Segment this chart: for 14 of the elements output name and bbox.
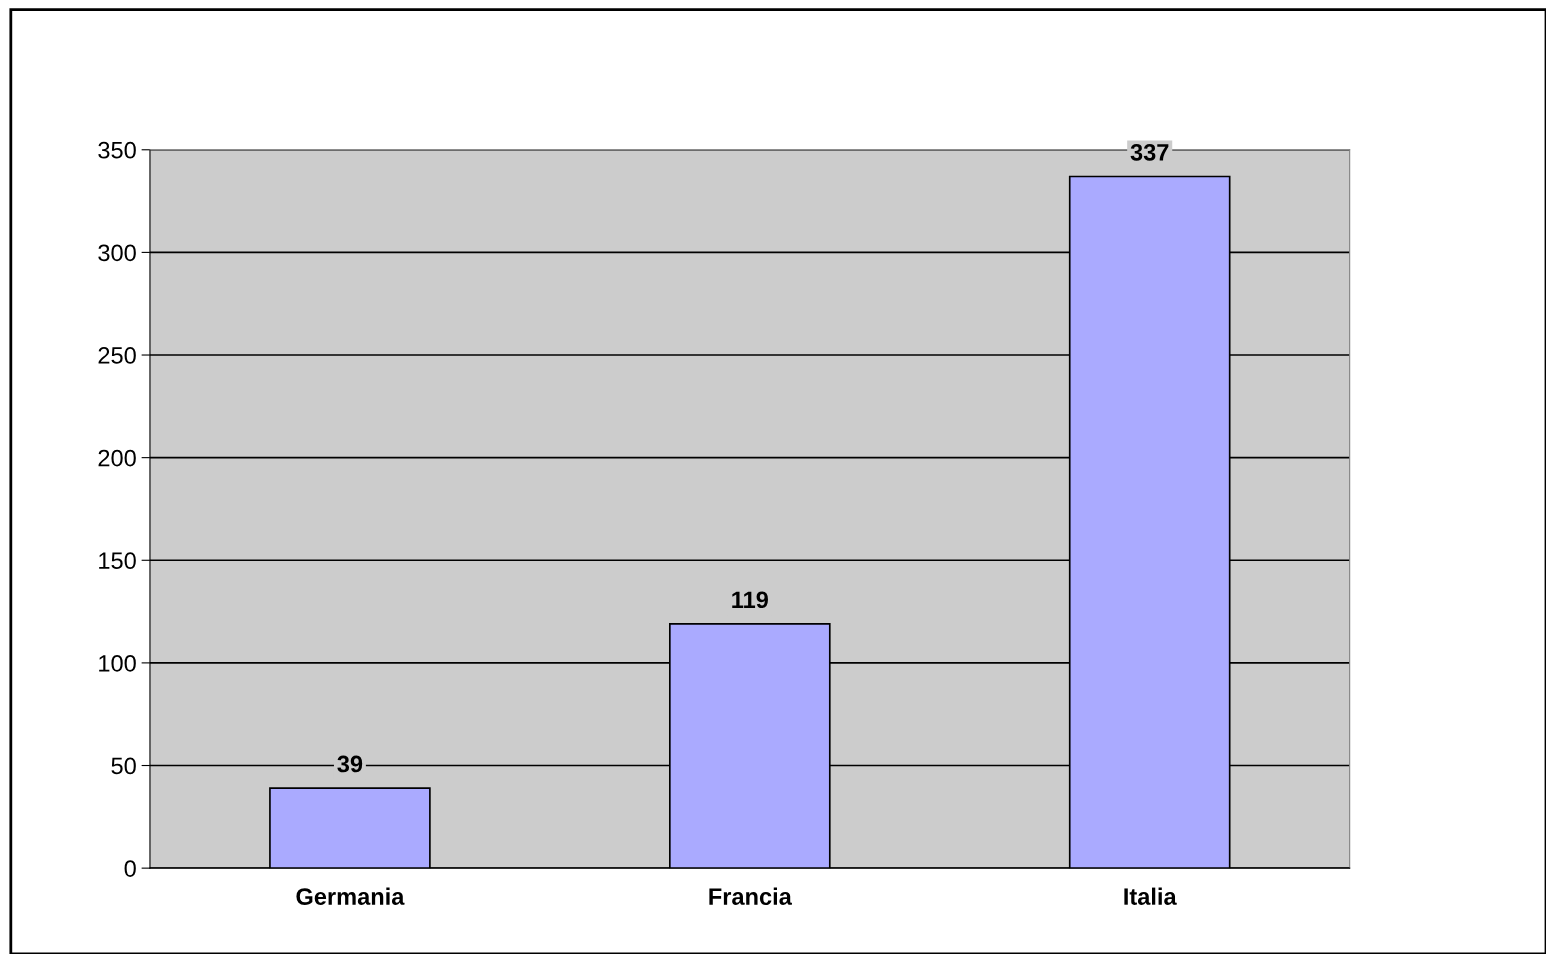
y-tick-label: 150 (99, 552, 136, 570)
y-tick-label: 350 (98, 141, 136, 159)
x-tick-label: Francia (709, 887, 792, 905)
y-tick-label: 50 (111, 757, 136, 775)
y-tick-label: 250 (98, 347, 136, 364)
data-label: 119 (732, 591, 768, 609)
data-label: 337 (1130, 143, 1169, 161)
y-tick-label: 200 (98, 449, 136, 467)
y-tick-label: 300 (98, 244, 136, 262)
data-label: 39 (337, 755, 363, 773)
x-tick-label: Italia (1124, 887, 1177, 905)
y-tick-label: 0 (124, 860, 136, 877)
x-tick-label: Germania (296, 887, 405, 905)
y-tick-label: 100 (99, 654, 136, 672)
